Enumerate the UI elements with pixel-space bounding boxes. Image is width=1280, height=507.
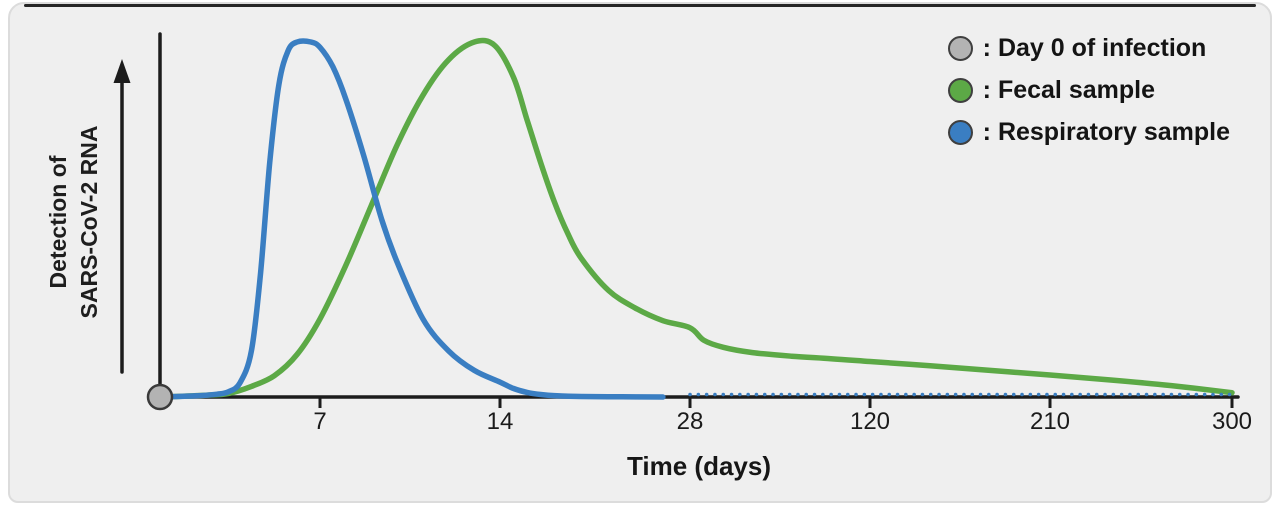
legend-item-label: : Day 0 of infection: [982, 34, 1207, 62]
x-tick-label: 120: [849, 408, 891, 435]
x-tick-label: 14: [486, 408, 514, 435]
chart-canvas: [113, 32, 1240, 411]
legend-item-day0: : Day 0 of infection: [947, 34, 1230, 63]
figure-panel: Detection of SARS-CoV-2 RNA Time (days) …: [8, 2, 1272, 503]
x-tick-label: 28: [676, 408, 704, 435]
x-tick-label: 210: [1029, 408, 1071, 435]
fecal-marker-icon: [947, 78, 973, 103]
y-axis-label-line2: SARS-CoV-2 RNA: [76, 125, 102, 319]
legend-item-label: : Respiratory sample: [982, 118, 1230, 146]
series-curve-respiratory-sample: [157, 38, 666, 400]
y-axis-label: Detection of SARS-CoV-2 RNA: [43, 42, 107, 402]
card-top-border: [24, 4, 1256, 7]
day0-marker-icon: [947, 36, 973, 61]
x-tick-label: 7: [313, 408, 327, 435]
series-curve-fecal-sample: [157, 37, 1235, 400]
x-axis-label: Time (days): [626, 451, 772, 481]
y-axis-label-line1: Detection of: [45, 155, 71, 289]
legend-item-respiratory: : Respiratory sample: [947, 118, 1230, 147]
respiratory-marker-icon: [947, 120, 973, 145]
legend-item-fecal: : Fecal sample: [947, 76, 1230, 105]
day0-origin-marker: [146, 383, 174, 411]
legend: : Day 0 of infection : Fecal sample : Re…: [947, 34, 1230, 147]
y-axis-arrowhead-icon: [113, 59, 131, 83]
legend-item-label: : Fecal sample: [982, 76, 1155, 104]
x-tick-label: 300: [1211, 408, 1253, 435]
